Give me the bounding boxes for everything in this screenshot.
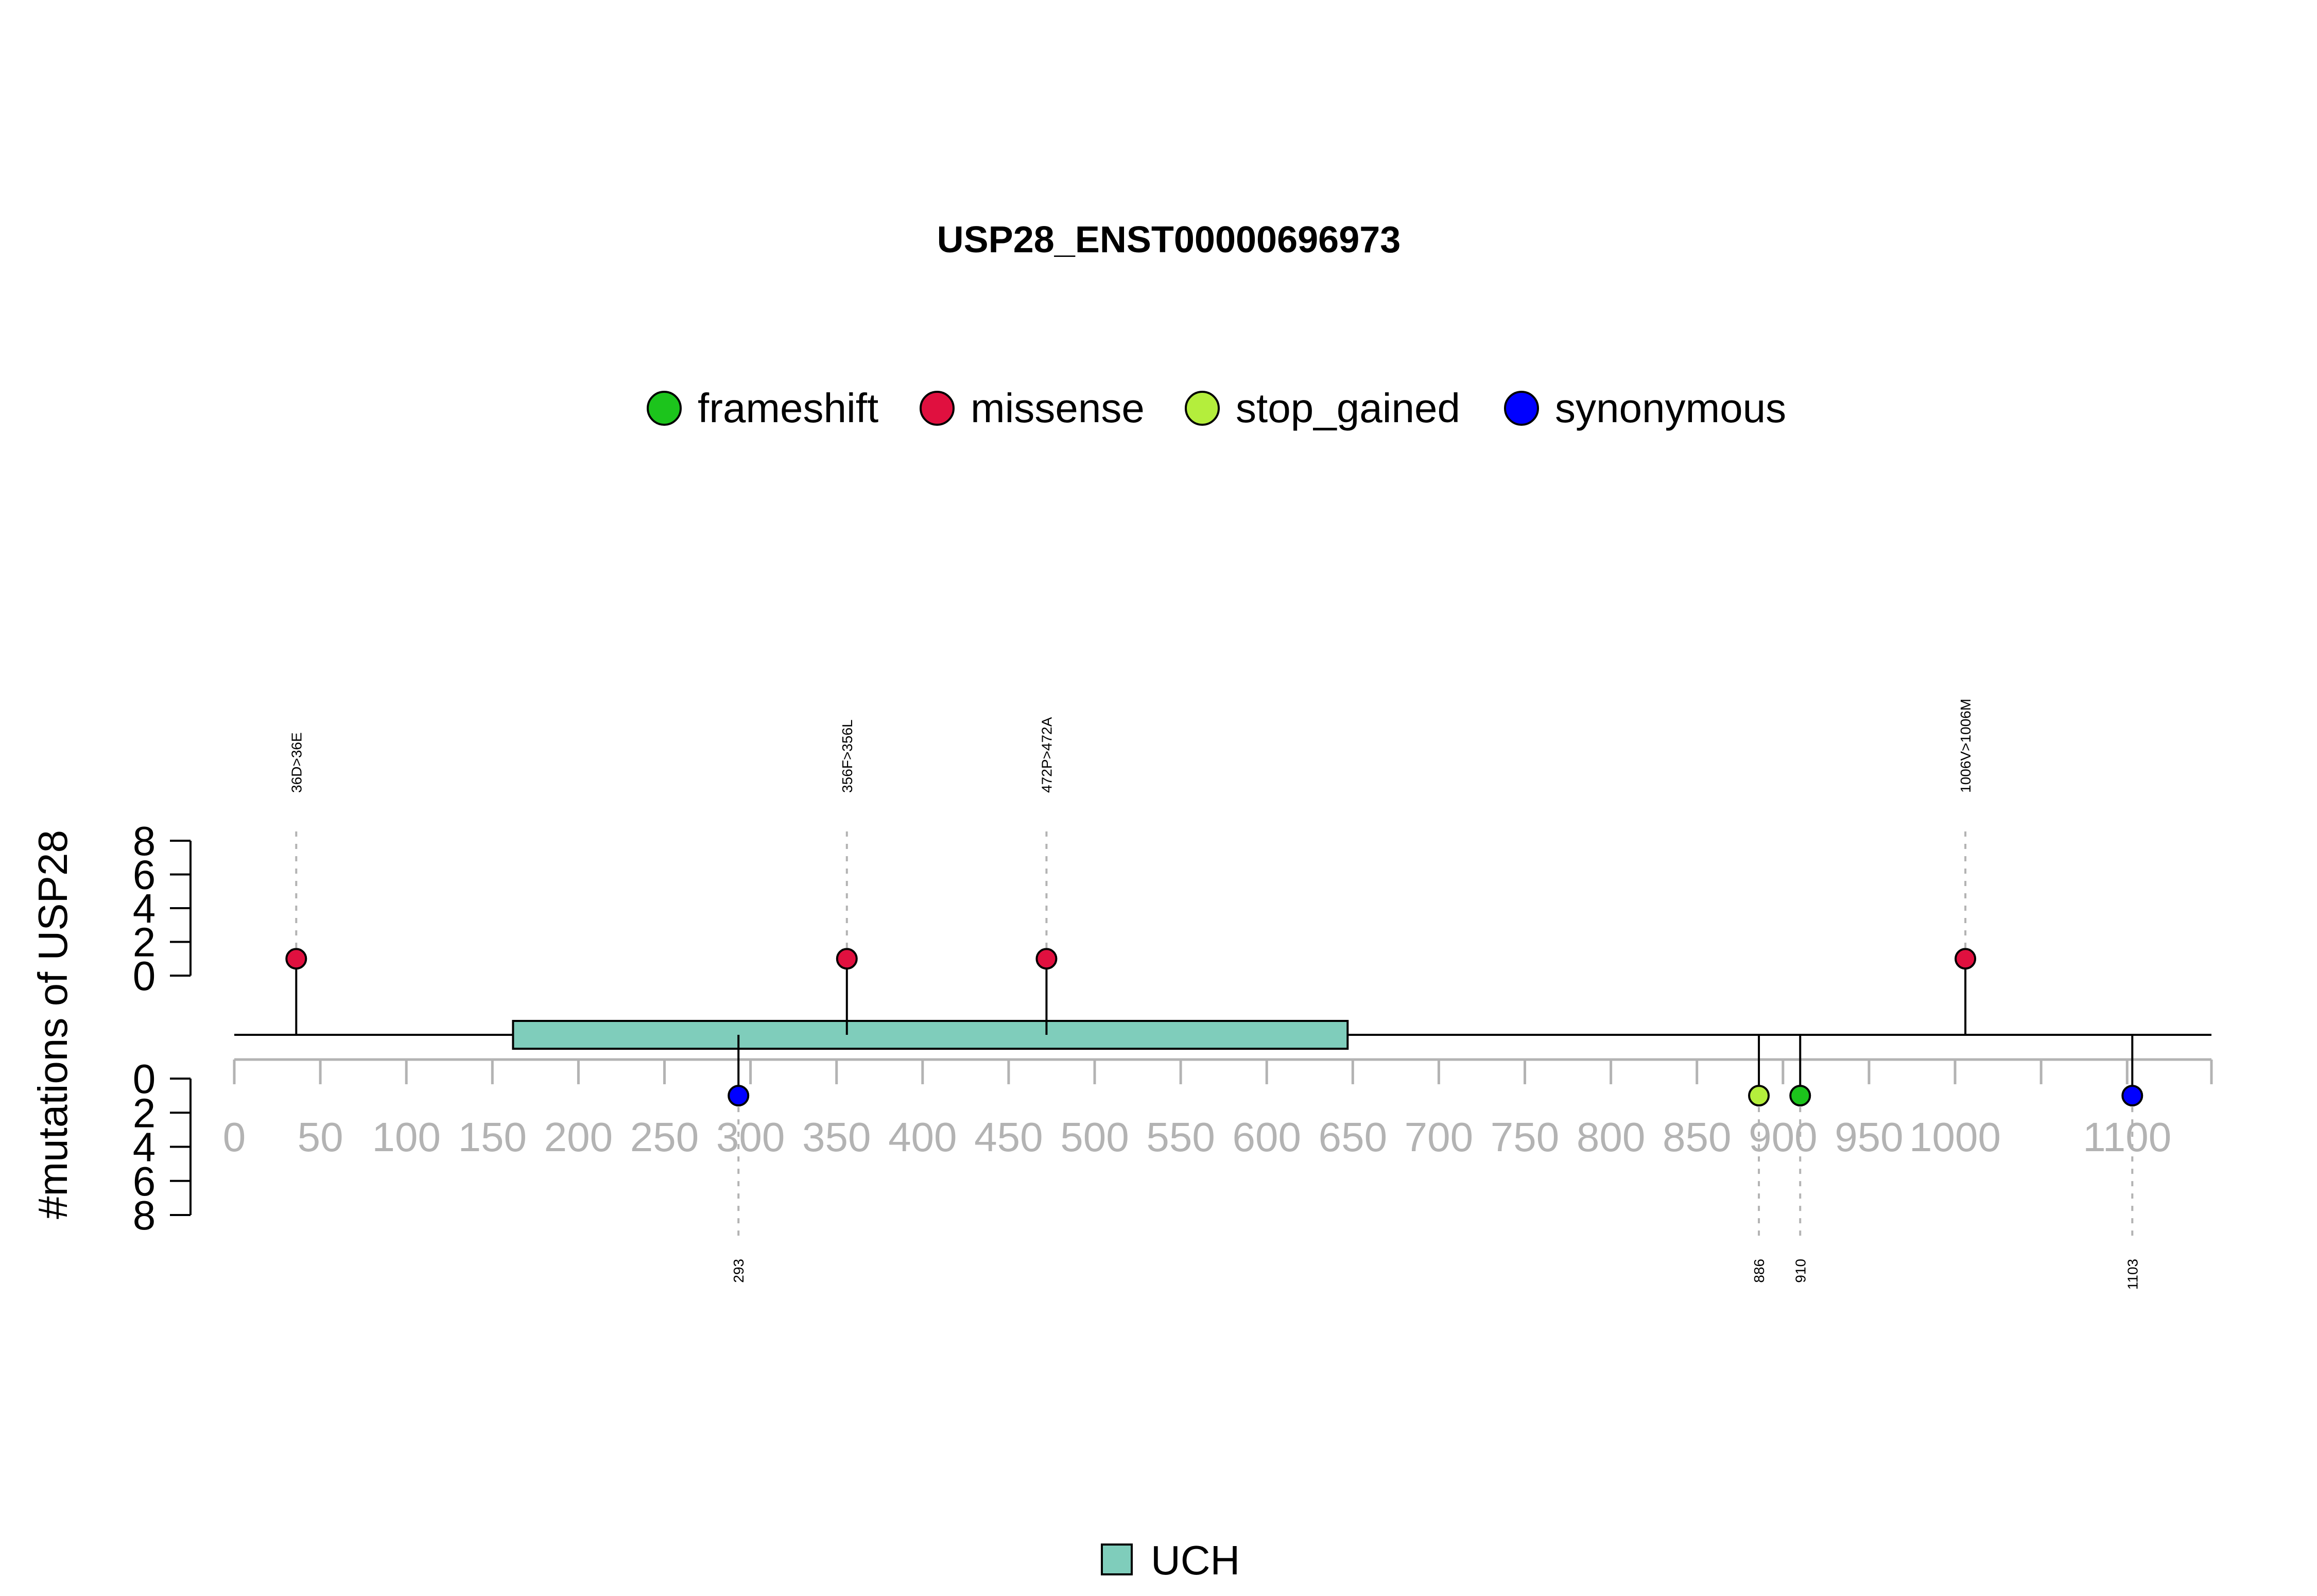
mutation-type-legend: frameshift missense stop_gained synonymous — [647, 385, 1786, 431]
mutation-293-point — [728, 1085, 750, 1107]
x-tick-label-1100: 1100 — [2083, 1114, 2171, 1160]
x-tick-label-900: 900 — [1749, 1114, 1817, 1160]
x-tick-label-600: 600 — [1232, 1114, 1301, 1160]
y-top-tick-label-0: 0 — [133, 953, 156, 999]
y-bottom-tick-label-4: 4 — [133, 1124, 156, 1170]
mutation-1006-label: 1006V>1006M — [1958, 699, 1974, 793]
legend-frameshift-marker — [647, 391, 682, 426]
domain-legend-uch-label: UCH — [1151, 1537, 1240, 1583]
x-tick-label-700: 700 — [1405, 1114, 1473, 1160]
legend-synonymous-marker — [1504, 391, 1539, 426]
mutation-layer: 36D>36E 356F>356L 472P>472A 1006V>1006M 293 8… — [285, 699, 2143, 1290]
mutation-293-label: 293 — [731, 1259, 747, 1283]
legend-missense-label: missense — [971, 385, 1145, 431]
mutation-1103-label: 1103 — [2124, 1259, 2140, 1290]
x-tick-label-500: 500 — [1060, 1114, 1129, 1160]
mutation-1103-point — [2121, 1085, 2143, 1107]
x-tick-label-950: 950 — [1835, 1114, 1903, 1160]
y-top-tick-label-4: 4 — [133, 886, 156, 931]
y-bottom-tick-label-6: 6 — [133, 1158, 156, 1204]
mutation-886-label: 886 — [1751, 1259, 1767, 1283]
mutation-910-point — [1789, 1085, 1811, 1107]
y-bottom-tick-label-2: 2 — [133, 1090, 156, 1136]
x-tick-label-650: 650 — [1319, 1114, 1387, 1160]
x-tick-label-550: 550 — [1146, 1114, 1215, 1160]
x-tick-label-200: 200 — [544, 1114, 613, 1160]
legend-stop_gained-label: stop_gained — [1236, 385, 1460, 431]
legend-stop_gained-marker — [1185, 391, 1220, 426]
mutation-910-label: 910 — [1792, 1259, 1808, 1283]
domain-uch — [512, 1020, 1349, 1050]
domain-legend: UCH — [1101, 1537, 1240, 1583]
legend-synonymous-label: synonymous — [1555, 385, 1786, 431]
x-tick-label-0: 0 — [223, 1114, 246, 1160]
y-top-tick-label-2: 2 — [133, 920, 156, 965]
x-tick-label-850: 850 — [1663, 1114, 1731, 1160]
x-tick-label-400: 400 — [888, 1114, 957, 1160]
x-tick-label-150: 150 — [458, 1114, 527, 1160]
mutation-36-label: 36D>36E — [288, 732, 304, 793]
y-top-tick-label-6: 6 — [133, 852, 156, 898]
mutation-36-point — [285, 948, 307, 970]
x-tick-label-750: 750 — [1491, 1114, 1559, 1160]
domain-layer — [512, 1020, 1349, 1050]
x-tick-label-300: 300 — [716, 1114, 785, 1160]
x-axis: 0 50 100 150 200 250 300 350 400 450 500 550 600 650 7… — [223, 1058, 2213, 1160]
mutation-1006-point — [1955, 948, 1977, 970]
legend-frameshift-label: frameshift — [698, 385, 878, 431]
mutation-356-label: 356F>356L — [839, 720, 855, 793]
y-bottom-tick-label-0: 0 — [133, 1056, 156, 1102]
x-tick-label-100: 100 — [372, 1114, 440, 1160]
y-top-tick-label-8: 8 — [133, 818, 156, 864]
y-bottom-tick-label-8: 8 — [133, 1192, 156, 1238]
y-axis-label: #mutations of USP28 — [30, 830, 76, 1219]
legend-missense-marker — [920, 391, 955, 426]
mutation-472-label: 472P>472A — [1039, 717, 1054, 793]
mutation-472-point — [1035, 948, 1058, 970]
x-tick-label-350: 350 — [802, 1114, 871, 1160]
x-tick-label-250: 250 — [630, 1114, 699, 1160]
chart-title: USP28_ENST00000696973 — [937, 219, 1401, 261]
x-tick-label-1000: 1000 — [1909, 1114, 2001, 1160]
x-tick-label-450: 450 — [974, 1114, 1043, 1160]
x-tick-label-800: 800 — [1577, 1114, 1645, 1160]
mutation-356-point — [836, 948, 858, 970]
domain-legend-uch-swatch — [1101, 1543, 1133, 1575]
x-tick-label-50: 50 — [298, 1114, 343, 1160]
mutation-886-point — [1748, 1085, 1770, 1107]
